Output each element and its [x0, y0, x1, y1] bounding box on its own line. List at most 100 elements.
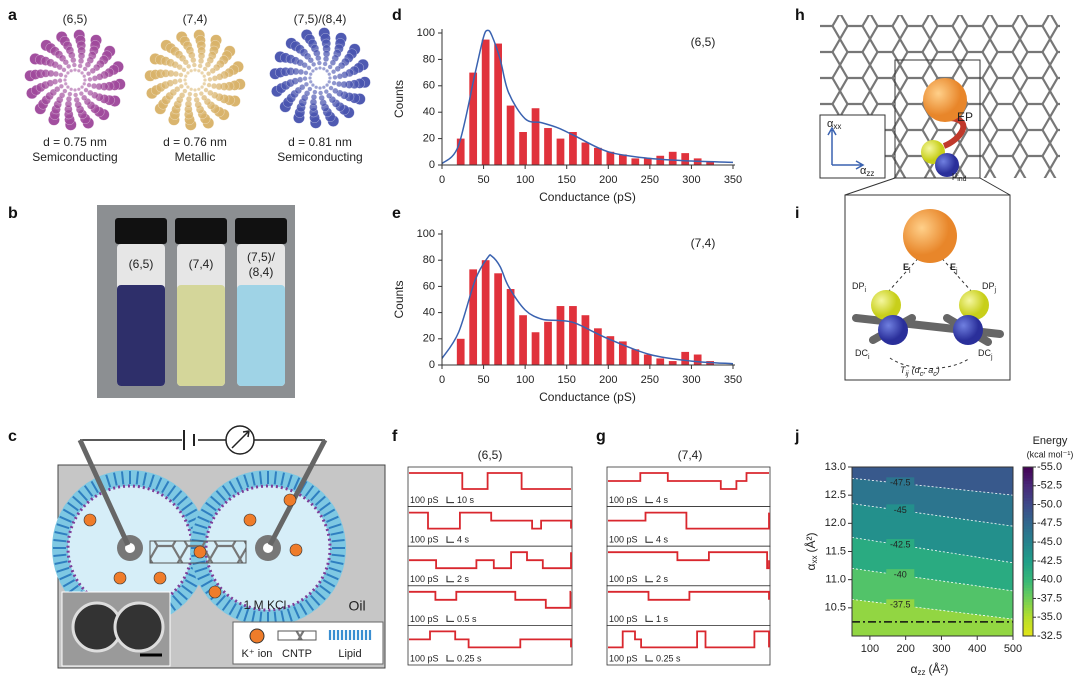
- current-trace: [608, 551, 770, 570]
- battery: [183, 430, 195, 450]
- cap: [175, 218, 227, 244]
- tube-atom: [197, 63, 203, 69]
- lipid: [228, 602, 237, 616]
- colorbar-cell: [1023, 548, 1033, 552]
- tube-atom: [200, 70, 205, 75]
- tube-atom: [321, 85, 326, 90]
- tube-atom: [71, 62, 77, 68]
- colorbar-cell: [1023, 593, 1033, 598]
- tube-atom: [182, 59, 189, 66]
- tube-atom: [327, 72, 332, 77]
- unit: (Å²): [928, 661, 948, 676]
- colorbar-cell: [1023, 557, 1033, 561]
- contour-line: [851, 477, 1014, 496]
- colorbar-cell: [1023, 509, 1033, 513]
- tube-atom: [308, 72, 313, 77]
- colorbar-cell: [1023, 554, 1033, 558]
- colorbar-cell: [1023, 576, 1033, 581]
- dipole-label: μind: [952, 170, 967, 182]
- subscript: j: [990, 354, 993, 361]
- subscript: i: [868, 354, 870, 361]
- tube-atom: [178, 83, 184, 89]
- colorbar-tick-label: -55.0: [1037, 461, 1062, 473]
- lipid: [172, 490, 183, 502]
- scale-glyph: [645, 655, 653, 662]
- lipid: [304, 599, 315, 611]
- lipid: [251, 472, 256, 486]
- coupling-part: T: [900, 365, 907, 375]
- lipid: [59, 573, 72, 581]
- lipid: [120, 471, 125, 485]
- bar: [594, 328, 602, 365]
- tube-atom: [91, 82, 98, 90]
- colorbar-tick-label: -52.5: [1037, 480, 1062, 492]
- colorbar-cell: [1023, 469, 1033, 474]
- colorbar-cell: [1023, 607, 1033, 612]
- tube-atom: [193, 92, 199, 98]
- subscript: j: [994, 287, 997, 294]
- lipid: [310, 594, 321, 606]
- diameter: d = 0.81 nm: [288, 135, 352, 149]
- subscript: i: [865, 287, 867, 294]
- y-tick-label: 100: [417, 228, 435, 240]
- y-axis-title: Counts: [392, 280, 406, 318]
- tube-atom: [332, 87, 339, 94]
- lipid: [148, 474, 155, 488]
- tube-atom: [176, 64, 183, 71]
- dc-label: DCi: [855, 348, 870, 360]
- lipid: [184, 508, 198, 517]
- scale-time: 4 s: [656, 495, 669, 505]
- lipid: [53, 553, 67, 558]
- lipid: [200, 508, 214, 517]
- lipid: [304, 485, 315, 497]
- x-tick-label: 200: [896, 643, 914, 655]
- lipid: [228, 480, 237, 494]
- colorbar-cell: [1023, 559, 1033, 564]
- tube-atom: [183, 81, 188, 86]
- tube-atom: [318, 86, 322, 90]
- tube-atom: [191, 62, 197, 68]
- bar: [668, 361, 677, 365]
- lipid: [221, 599, 232, 611]
- lipid: [330, 531, 344, 536]
- tube-atom: [197, 57, 205, 64]
- tube-atom: [198, 91, 204, 97]
- lipid: [322, 579, 336, 588]
- colorbar-unit: (kcal mol⁻¹): [1027, 449, 1074, 459]
- trace-title: (7,4): [678, 448, 703, 462]
- x-tick-label: 100: [516, 174, 534, 186]
- tube-atom: [326, 92, 333, 99]
- panel-label: h: [795, 7, 805, 24]
- x-tick-label: 300: [682, 174, 700, 186]
- lipid: [192, 531, 206, 536]
- current-trace: [608, 472, 769, 490]
- colorbar-cell: [1023, 582, 1033, 586]
- axis-box: [819, 114, 886, 179]
- bar: [581, 142, 590, 165]
- lipid: [67, 501, 79, 512]
- current-trace: [409, 590, 572, 609]
- tube-atom: [336, 80, 343, 88]
- bar: [618, 154, 627, 165]
- lipid: [293, 477, 301, 490]
- contour-label: -45: [894, 505, 907, 515]
- droplet-photo: [113, 601, 165, 653]
- axes: [441, 29, 735, 166]
- tube-atom: [179, 92, 186, 99]
- scale-time: 0.25 s: [656, 653, 681, 663]
- colorbar-cell: [1023, 517, 1033, 522]
- y-tick-label: 20: [423, 133, 435, 145]
- tube-atom: [87, 89, 94, 96]
- colorbar-cell: [1023, 610, 1033, 614]
- lipid: [172, 594, 183, 606]
- bar: [668, 151, 677, 165]
- tube-atom: [202, 81, 207, 86]
- symbol: E: [903, 262, 909, 272]
- lipid: [235, 477, 243, 490]
- colorbar-tick-label: -40.0: [1037, 574, 1062, 586]
- lipid: [286, 608, 293, 622]
- lipid: [166, 485, 177, 497]
- lipid: [319, 501, 331, 512]
- y-tick-label: 80: [423, 53, 435, 65]
- colorbar-cell: [1023, 619, 1033, 623]
